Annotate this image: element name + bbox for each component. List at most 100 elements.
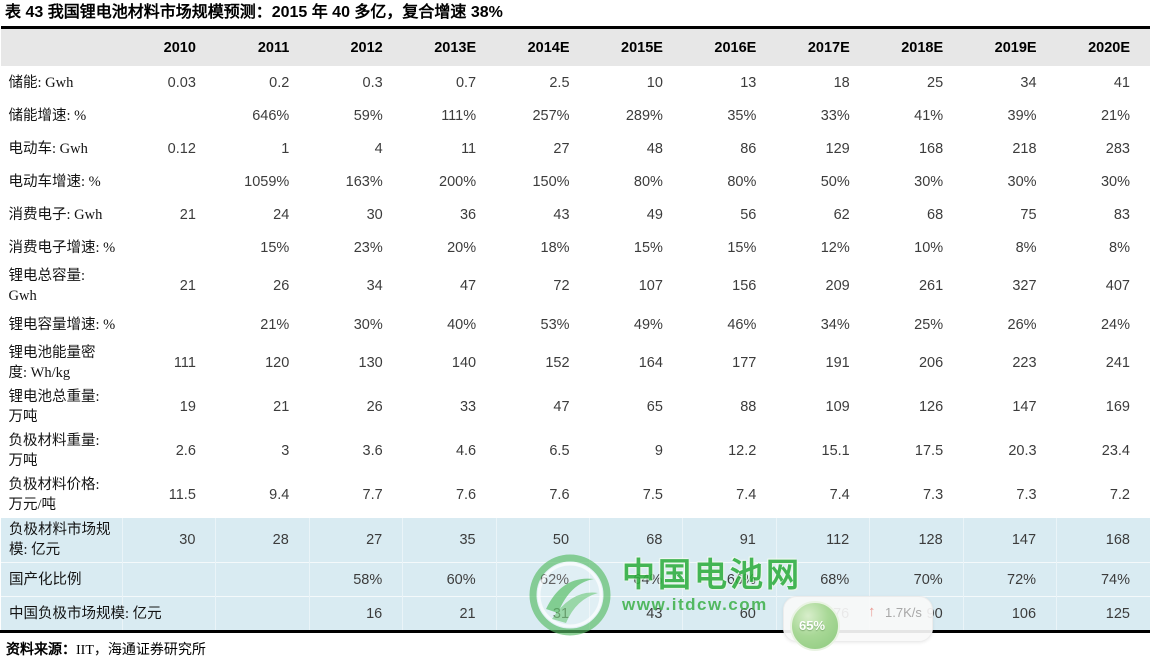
table-cell: 107 <box>590 264 683 308</box>
table-cell <box>123 99 216 132</box>
row-label: 消费电子: Gwh <box>1 198 123 231</box>
table-cell: 8% <box>1057 231 1150 264</box>
table-cell: 64% <box>590 563 683 597</box>
table-cell: 4.6 <box>403 429 496 473</box>
table-cell: 24 <box>216 198 309 231</box>
speed-widget[interactable]: 65% ↑ 1.7K/s <box>783 596 933 642</box>
table-cell: 18% <box>496 231 589 264</box>
table-cell: 47 <box>403 264 496 308</box>
table-title: 表 43 我国锂电池材料市场规模预测：2015 年 40 多亿，复合增速 38% <box>0 0 1150 26</box>
table-cell: 7.4 <box>683 473 776 518</box>
corner-cell <box>1 28 123 67</box>
table-cell: 12% <box>776 231 869 264</box>
table-cell: 163% <box>309 165 402 198</box>
row-label: 锂电容量增速: % <box>1 308 123 341</box>
table-cell: 120 <box>216 341 309 385</box>
table-cell: 13 <box>683 66 776 99</box>
table-cell: 74% <box>1057 563 1150 597</box>
table-cell: 15% <box>683 231 776 264</box>
table-cell: 15% <box>216 231 309 264</box>
table-cell: 7.6 <box>403 473 496 518</box>
table-cell: 16 <box>309 597 402 632</box>
table-cell: 646% <box>216 99 309 132</box>
source-text: IIT，海通证券研究所 <box>76 643 206 658</box>
table-cell: 62 <box>776 198 869 231</box>
table-cell: 0.3 <box>309 66 402 99</box>
table-cell: 2.6 <box>123 429 216 473</box>
table-cell: 2.5 <box>496 66 589 99</box>
table-cell: 11 <box>403 132 496 165</box>
table-row: 储能增速: %646%59%111%257%289%35%33%41%39%21… <box>1 99 1150 132</box>
table-cell: 20.3 <box>963 429 1056 473</box>
table-cell: 152 <box>496 341 589 385</box>
table-row: 消费电子增速: %15%23%20%18%15%15%12%10%8%8% <box>1 231 1150 264</box>
table-cell: 30 <box>309 198 402 231</box>
table-cell: 18 <box>776 66 869 99</box>
table-cell: 111% <box>403 99 496 132</box>
column-header: 2017E <box>776 28 869 67</box>
table-cell: 241 <box>1057 341 1150 385</box>
row-label: 中国负极市场规模: 亿元 <box>1 597 123 632</box>
source-prefix: 资料来源： <box>6 643 76 658</box>
table-cell: 15% <box>590 231 683 264</box>
table-cell: 407 <box>1057 264 1150 308</box>
table-cell: 21 <box>123 198 216 231</box>
table-cell: 80% <box>683 165 776 198</box>
table-cell: 261 <box>870 264 963 308</box>
table-cell: 30% <box>963 165 1056 198</box>
table-cell: 50 <box>496 518 589 563</box>
table-cell: 17.5 <box>870 429 963 473</box>
table-cell: 21 <box>123 264 216 308</box>
table-cell: 88 <box>683 385 776 429</box>
table-cell: 0.12 <box>123 132 216 165</box>
table-cell: 106 <box>963 597 1056 632</box>
table-cell: 23.4 <box>1057 429 1150 473</box>
column-header: 2013E <box>403 28 496 67</box>
table-cell: 72 <box>496 264 589 308</box>
table-cell: 28 <box>216 518 309 563</box>
table-cell: 7.3 <box>870 473 963 518</box>
row-label: 电动车: Gwh <box>1 132 123 165</box>
table-cell: 150% <box>496 165 589 198</box>
row-label: 电动车增速: % <box>1 165 123 198</box>
table-cell: 62% <box>496 563 589 597</box>
table-cell: 75 <box>963 198 1056 231</box>
table-cell: 70% <box>870 563 963 597</box>
row-label: 消费电子增速: % <box>1 231 123 264</box>
table-cell: 21% <box>1057 99 1150 132</box>
report-page: 表 43 我国锂电池材料市场规模预测：2015 年 40 多亿，复合增速 38%… <box>0 0 1150 622</box>
table-cell <box>123 165 216 198</box>
table-cell: 129 <box>776 132 869 165</box>
table-cell: 191 <box>776 341 869 385</box>
table-cell: 34% <box>776 308 869 341</box>
table-cell: 25% <box>870 308 963 341</box>
table-cell: 19 <box>123 385 216 429</box>
table-cell: 9.4 <box>216 473 309 518</box>
table-cell: 147 <box>963 385 1056 429</box>
table-cell: 0.7 <box>403 66 496 99</box>
table-cell: 7.2 <box>1057 473 1150 518</box>
table-cell: 0.2 <box>216 66 309 99</box>
row-label: 负极材料市场规 模: 亿元 <box>1 518 123 563</box>
table-cell: 58% <box>309 563 402 597</box>
table-cell: 289% <box>590 99 683 132</box>
table-cell: 41 <box>1057 66 1150 99</box>
column-header: 2020E <box>1057 28 1150 67</box>
table-cell: 12.2 <box>683 429 776 473</box>
table-cell: 283 <box>1057 132 1150 165</box>
column-header: 2011 <box>216 28 309 67</box>
column-header: 2010 <box>123 28 216 67</box>
table-row: 中国负极市场规模: 亿元16213143607690106125 <box>1 597 1150 632</box>
table-cell: 86 <box>683 132 776 165</box>
table-cell: 53% <box>496 308 589 341</box>
table-cell: 177 <box>683 341 776 385</box>
table-cell: 33% <box>776 99 869 132</box>
table-cell: 140 <box>403 341 496 385</box>
table-cell: 168 <box>870 132 963 165</box>
